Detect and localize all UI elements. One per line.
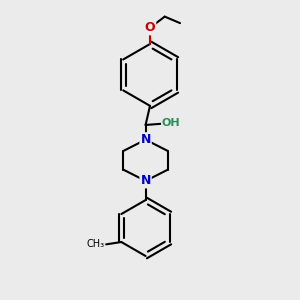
Text: OH: OH: [162, 118, 181, 128]
Text: O: O: [145, 21, 155, 34]
Text: N: N: [140, 174, 151, 188]
Text: N: N: [140, 133, 151, 146]
Text: CH₃: CH₃: [86, 239, 105, 249]
